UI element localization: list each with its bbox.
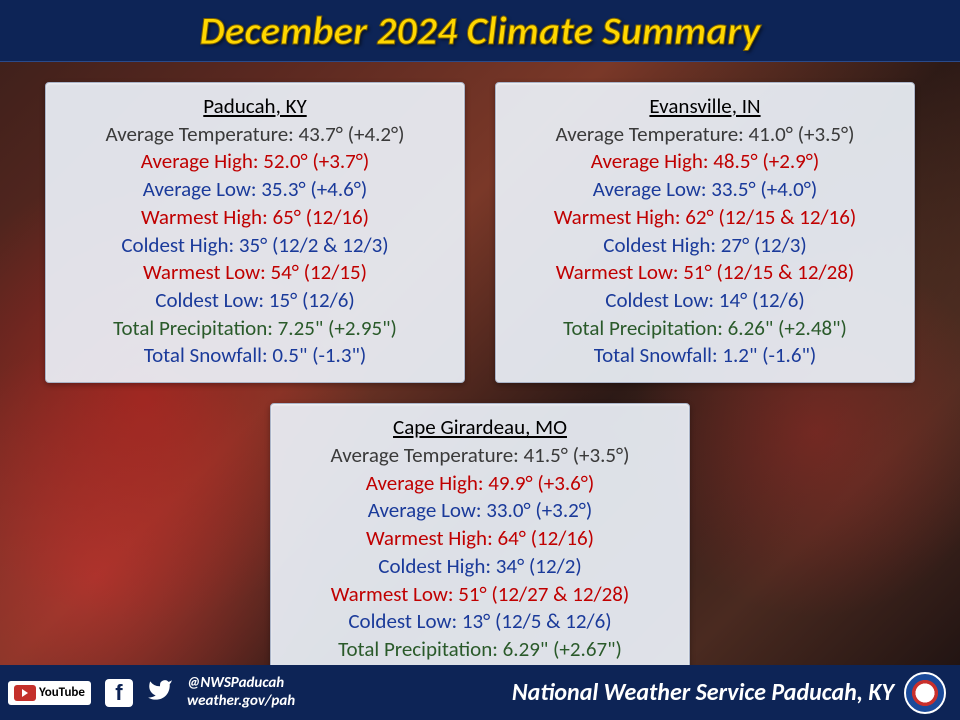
climate-row: Average Low: 33.5° (+4.0°) [508, 176, 902, 204]
climate-row: Coldest Low: 15° (12/6) [58, 287, 452, 315]
climate-row: Average High: 49.9° (+3.6°) [283, 470, 677, 498]
climate-row: Total Precipitation: 7.25" (+2.95") [58, 315, 452, 343]
climate-row: Coldest High: 35° (12/2 & 12/3) [58, 232, 452, 260]
climate-row: Coldest High: 27° (12/3) [508, 232, 902, 260]
climate-row: Total Precipitation: 6.26" (+2.48") [508, 315, 902, 343]
youtube-icon [14, 685, 36, 701]
website-url: weather.gov/pah [187, 693, 295, 710]
youtube-badge[interactable]: YouTube [8, 681, 91, 705]
page-title: December 2024 Climate Summary [200, 6, 761, 55]
climate-row: Warmest Low: 54° (12/15) [58, 259, 452, 287]
footer-bar: YouTube f @NWSPaducah weather.gov/pah Na… [0, 665, 960, 720]
climate-card: Evansville, INAverage Temperature: 41.0°… [495, 82, 915, 383]
card-city: Evansville, IN [508, 93, 902, 121]
climate-row: Average Temperature: 43.7° (+4.2°) [58, 121, 452, 149]
climate-row: Warmest Low: 51° (12/15 & 12/28) [508, 259, 902, 287]
climate-row: Warmest High: 64° (12/16) [283, 525, 677, 553]
climate-row: Average Low: 35.3° (+4.6°) [58, 176, 452, 204]
nws-logo-icon [904, 672, 946, 714]
header-bar: December 2024 Climate Summary [0, 0, 960, 62]
card-city: Cape Girardeau, MO [283, 414, 677, 442]
twitter-icon[interactable] [145, 677, 175, 708]
climate-card: Cape Girardeau, MOAverage Temperature: 4… [270, 403, 690, 676]
social-handles: @NWSPaducah weather.gov/pah [187, 675, 295, 710]
youtube-label: YouTube [39, 685, 85, 700]
facebook-icon[interactable]: f [105, 679, 133, 707]
climate-row: Warmest Low: 51° (12/27 & 12/28) [283, 581, 677, 609]
climate-row: Total Snowfall: 0.5" (-1.3") [58, 342, 452, 370]
card-city: Paducah, KY [58, 93, 452, 121]
climate-row: Total Precipitation: 6.29" (+2.67") [283, 636, 677, 664]
climate-row: Coldest Low: 13° (12/5 & 12/6) [283, 608, 677, 636]
climate-row: Average High: 52.0° (+3.7°) [58, 148, 452, 176]
twitter-handle: @NWSPaducah [187, 675, 295, 692]
climate-row: Coldest Low: 14° (12/6) [508, 287, 902, 315]
climate-row: Coldest High: 34° (12/2) [283, 553, 677, 581]
climate-card: Paducah, KYAverage Temperature: 43.7° (+… [45, 82, 465, 383]
climate-row: Average Low: 33.0° (+3.2°) [283, 497, 677, 525]
content-area: Paducah, KYAverage Temperature: 43.7° (+… [0, 72, 960, 665]
climate-row: Average Temperature: 41.0° (+3.5°) [508, 121, 902, 149]
climate-row: Warmest High: 65° (12/16) [58, 204, 452, 232]
climate-row: Average Temperature: 41.5° (+3.5°) [283, 442, 677, 470]
organization-name: National Weather Service Paducah, KY [512, 678, 894, 707]
climate-row: Total Snowfall: 1.2" (-1.6") [508, 342, 902, 370]
climate-row: Warmest High: 62° (12/15 & 12/16) [508, 204, 902, 232]
climate-row: Average High: 48.5° (+2.9°) [508, 148, 902, 176]
